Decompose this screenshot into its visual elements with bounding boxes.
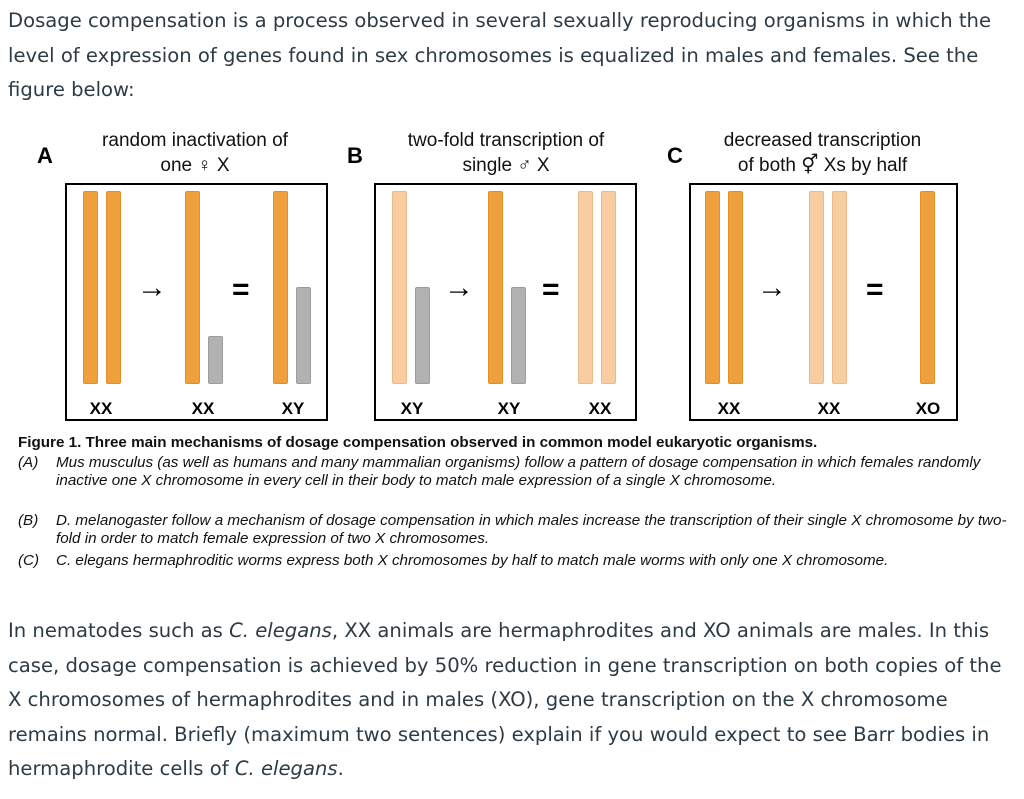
chromosome-x-normal	[392, 191, 407, 384]
species-name: C. elegans	[234, 757, 338, 780]
panel-b-heading: two-fold transcription of single ♂ X	[380, 128, 632, 178]
caption-text: D. melanogaster follow a mechanism of do…	[56, 512, 1007, 547]
panel-c-letter: C	[667, 143, 683, 168]
chromosome-x-active	[83, 191, 98, 384]
genotype-label: XX	[588, 399, 612, 418]
caption-tag: (B)	[18, 512, 39, 529]
figure-caption-item-b: (B) D. melanogaster follow a mechanism o…	[18, 512, 1008, 547]
panel-c-box: → = XX XX XO	[689, 183, 958, 421]
chromosome-y	[415, 287, 430, 384]
chromosome-x-halved	[832, 191, 847, 384]
chromosome-x-halved	[809, 191, 824, 384]
genotype-label: XY	[281, 399, 305, 418]
panel-b-box: → = XY XY XX	[374, 183, 637, 421]
genotype-label: XX	[717, 399, 741, 418]
species-name: C. elegans	[229, 619, 332, 642]
chromosome-x-active	[106, 191, 121, 384]
chromosome-x-upregulated	[488, 191, 503, 384]
equals-icon: =	[866, 273, 884, 306]
question-text: In nematodes such as	[8, 619, 230, 642]
caption-tag: (A)	[18, 454, 39, 471]
intro-paragraph: Dosage compensation is a process observe…	[8, 9, 992, 101]
chromosome-x-active	[185, 191, 200, 384]
caption-tag: (C)	[18, 552, 40, 569]
panel-a-heading-line2: one ♀ X	[160, 155, 230, 176]
genotype-label: XY	[400, 399, 424, 418]
arrow-icon: →	[137, 271, 167, 304]
chromosome-x-normal	[601, 191, 616, 384]
arrow-icon: →	[444, 271, 474, 304]
figure-caption-item-a: (A) Mus musculus (as well as humans and …	[18, 454, 1008, 489]
panel-a-heading-line1: random inactivation of	[102, 130, 288, 151]
panel-c-heading: decreased transcription of both ⚥ Xs by …	[700, 128, 945, 178]
equals-icon: =	[542, 273, 560, 306]
equals-icon: =	[232, 273, 250, 306]
genotype-label: XX	[817, 399, 841, 418]
caption-text: Mus musculus (as well as humans and many…	[56, 454, 981, 489]
chromosome-x-active	[705, 191, 720, 384]
question-text: .	[337, 757, 344, 780]
chromosome-barr-body	[208, 336, 223, 384]
panel-b-heading-line1: two-fold transcription of	[407, 130, 605, 151]
chromosome-y	[511, 287, 526, 384]
chromosome-x-active	[920, 191, 935, 384]
chromosome-x-active	[728, 191, 743, 384]
question-paragraph: In nematodes such as C. elegans, XX anim…	[8, 614, 1020, 787]
chromosome-y	[296, 287, 311, 384]
question-text: , XX animals are hermaphrodites and XO a…	[8, 619, 1002, 780]
panel-a-heading: random inactivation of one ♀ X	[80, 128, 310, 178]
caption-text: C. elegans hermaphroditic worms express …	[56, 552, 889, 569]
genotype-label: XX	[89, 399, 113, 418]
panel-b-heading-line2: single ♂ X	[462, 155, 550, 176]
arrow-icon: →	[757, 271, 787, 304]
figure-caption-item-c: (C) C. elegans hermaphroditic worms expr…	[18, 552, 1008, 570]
genotype-label: XX	[191, 399, 215, 418]
panel-a-letter: A	[37, 143, 53, 168]
chromosome-x-active	[273, 191, 288, 384]
genotype-label: XY	[497, 399, 521, 418]
panel-c-heading-line1: decreased transcription	[723, 130, 922, 151]
chromosome-x-normal	[578, 191, 593, 384]
panel-b-letter: B	[347, 143, 363, 168]
genotype-label: XO	[915, 399, 941, 418]
panel-c-heading-line2: of both ⚥ Xs by half	[737, 155, 908, 176]
figure-caption-title: Figure 1. Three main mechanisms of dosag…	[18, 434, 818, 451]
panel-a-box: → = XX XX XY	[65, 183, 328, 421]
